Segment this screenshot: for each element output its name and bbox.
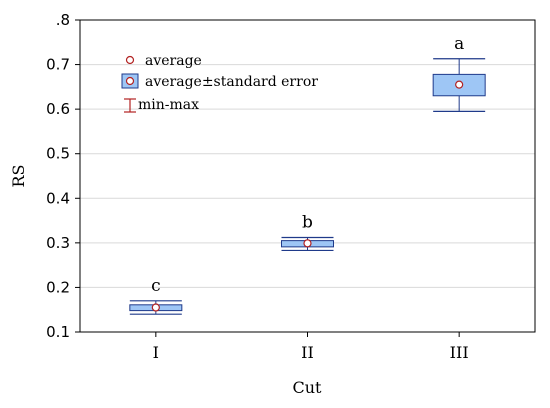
box-series: c b a	[129, 34, 486, 315]
y-tick-label: 0.5	[46, 145, 70, 163]
legend-se-label: average±standard error	[145, 74, 318, 90]
x-axis-label: Cut	[293, 378, 323, 397]
y-tick-label: 0.6	[46, 100, 70, 118]
box-group-I: c	[129, 276, 183, 315]
y-tick-label: 0.4	[46, 189, 70, 207]
legend-whisker-label: min-max	[138, 97, 199, 113]
legend-average-label: average	[145, 53, 202, 69]
x-tick-label: I	[153, 343, 159, 362]
x-tick-label: III	[450, 343, 469, 362]
legend: average average±standard error min-max	[121, 53, 318, 113]
y-tick-label: 0.2	[46, 278, 70, 296]
axis-ticks	[75, 19, 460, 337]
y-tick-label: .8	[56, 11, 70, 29]
legend-se-marker	[125, 76, 135, 86]
group-letter-label: c	[151, 276, 161, 296]
box-group-II: b	[281, 213, 334, 252]
box-group-III: a	[432, 34, 486, 112]
average-marker	[303, 239, 312, 248]
group-letter-label: b	[302, 213, 313, 233]
legend-average-marker	[125, 55, 135, 65]
tick-labels: 0.10.20.30.40.50.60.7.8I II III	[46, 11, 469, 362]
y-tick-label: 0.1	[46, 323, 70, 341]
x-tick-label: II	[301, 343, 314, 362]
average-marker	[151, 303, 160, 312]
average-marker	[455, 80, 464, 89]
group-letter-label: a	[454, 34, 464, 54]
grid-lines	[80, 64, 535, 288]
y-tick-label: 0.3	[46, 234, 70, 252]
y-tick-label: 0.7	[46, 56, 70, 74]
y-axis-label: RS	[9, 164, 28, 187]
